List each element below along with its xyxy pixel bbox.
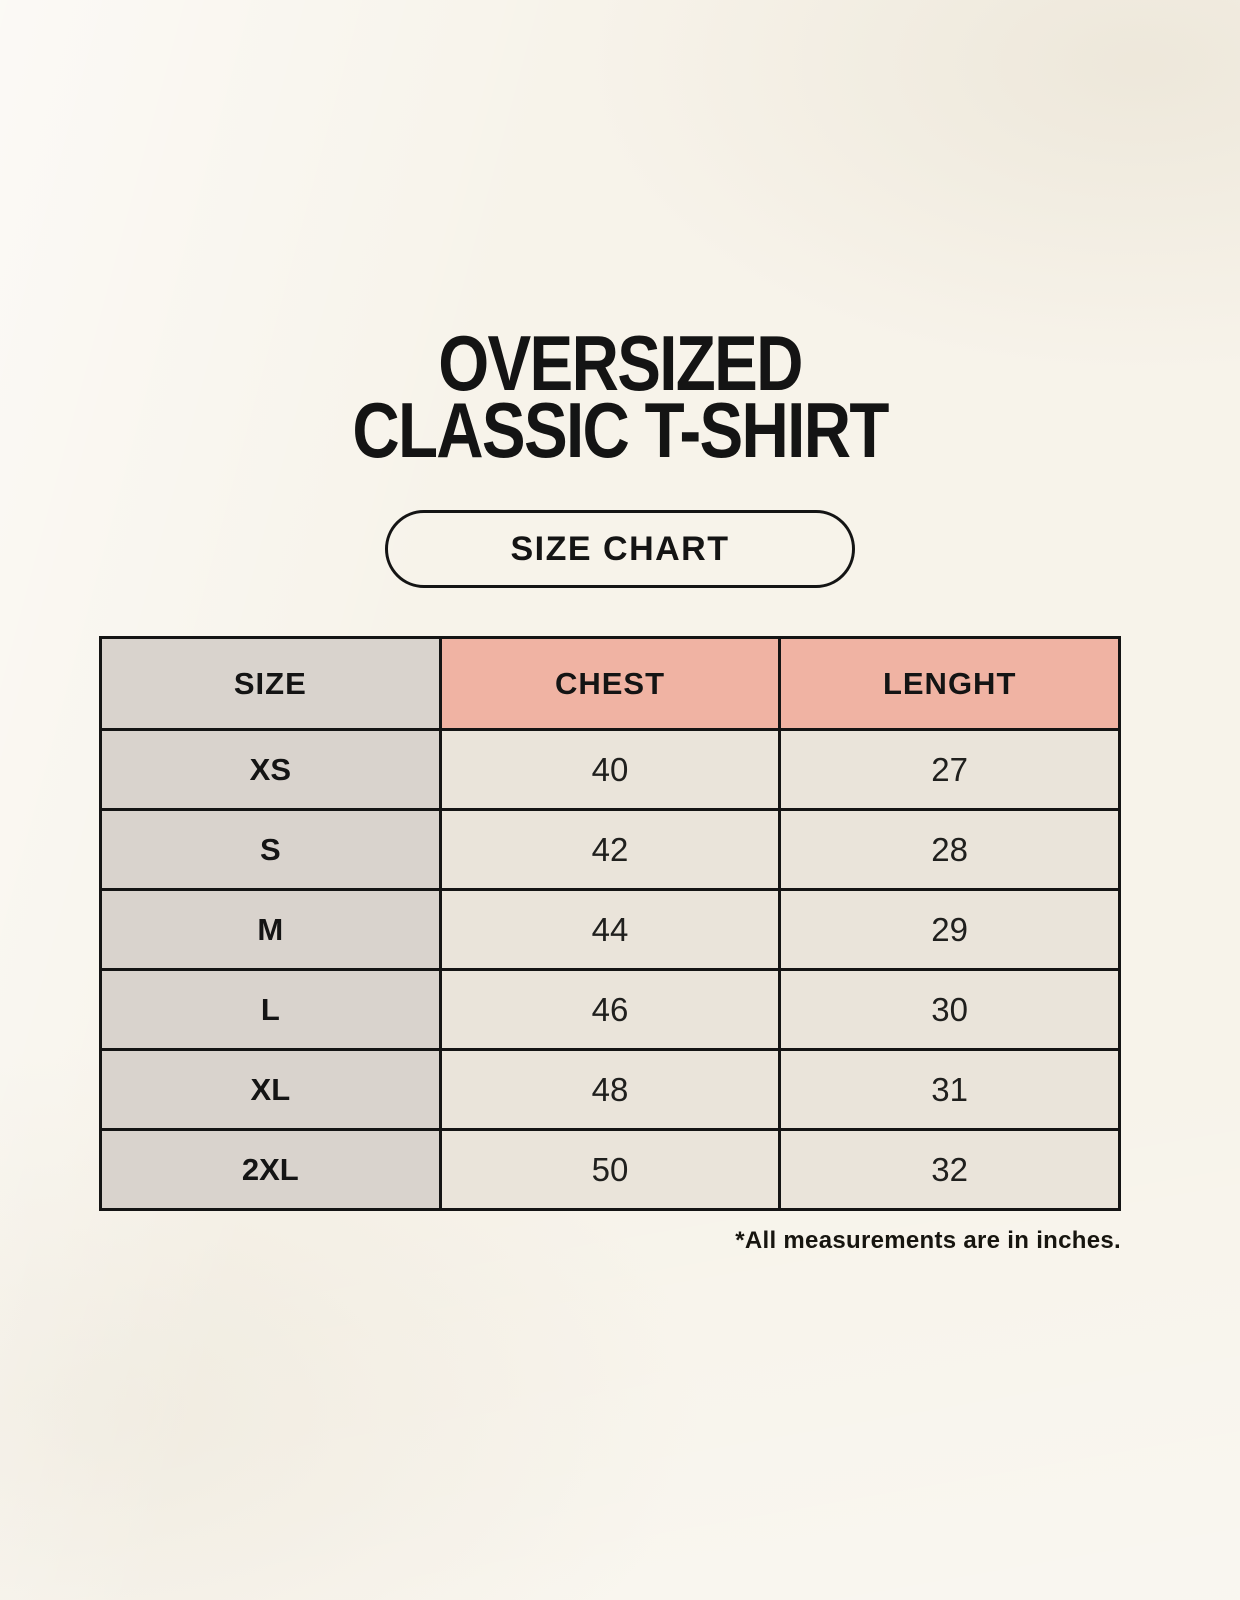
size-chart-table-header: SIZE CHEST LENGHT (99, 636, 1121, 732)
table-row-xl: XL 48 31 (99, 1048, 1121, 1132)
size-chart-button-label: SIZE CHART (510, 529, 730, 568)
footnote-container: *All measurements are in inches. (99, 1227, 1121, 1255)
chest-value-s: 42 (438, 808, 782, 892)
page-title: OVERSIZED CLASSIC T-SHIRT (0, 0, 1240, 475)
chest-value-m: 44 (438, 888, 782, 972)
chest-value-l: 46 (438, 968, 782, 1052)
size-chart-button[interactable]: SIZE CHART (385, 510, 855, 589)
column-header-size: SIZE (99, 636, 442, 732)
table-row-l: L 46 30 (99, 968, 1121, 1052)
length-value-xl: 31 (778, 1048, 1121, 1132)
page-title-line-1: OVERSIZED (438, 319, 803, 407)
size-label-m: M (99, 888, 442, 972)
size-label-2xl: 2XL (99, 1128, 442, 1212)
size-chart-table-body: XS 40 27 S 42 28 M 44 29 L 46 30 XL 48 3… (99, 728, 1121, 1212)
length-value-m: 29 (778, 888, 1121, 972)
column-header-chest: CHEST (438, 636, 782, 732)
table-row-s: S 42 28 (99, 808, 1121, 892)
column-header-lenght: LENGHT (778, 636, 1121, 732)
length-value-l: 30 (778, 968, 1121, 1052)
chest-value-xl: 48 (438, 1048, 782, 1132)
size-label-s: S (99, 808, 442, 892)
size-label-xs: XS (99, 728, 442, 812)
table-header-row: SIZE CHEST LENGHT (99, 636, 1121, 732)
table-row-xs: XS 40 27 (99, 728, 1121, 812)
length-value-s: 28 (778, 808, 1121, 892)
size-label-l: L (99, 968, 442, 1052)
size-chart-table: SIZE CHEST LENGHT XS 40 27 S 42 28 M 44 … (99, 636, 1121, 1212)
table-row-2xl: 2XL 50 32 (99, 1128, 1121, 1212)
measurements-footnote: *All measurements are in inches. (735, 1227, 1121, 1255)
length-value-xs: 27 (778, 728, 1121, 812)
length-value-2xl: 32 (778, 1128, 1121, 1212)
page-title-line-2: CLASSIC T-SHIRT (352, 386, 889, 475)
size-label-xl: XL (99, 1048, 442, 1132)
chest-value-xs: 40 (438, 728, 782, 812)
chest-value-2xl: 50 (438, 1128, 782, 1212)
table-row-m: M 44 29 (99, 888, 1121, 972)
